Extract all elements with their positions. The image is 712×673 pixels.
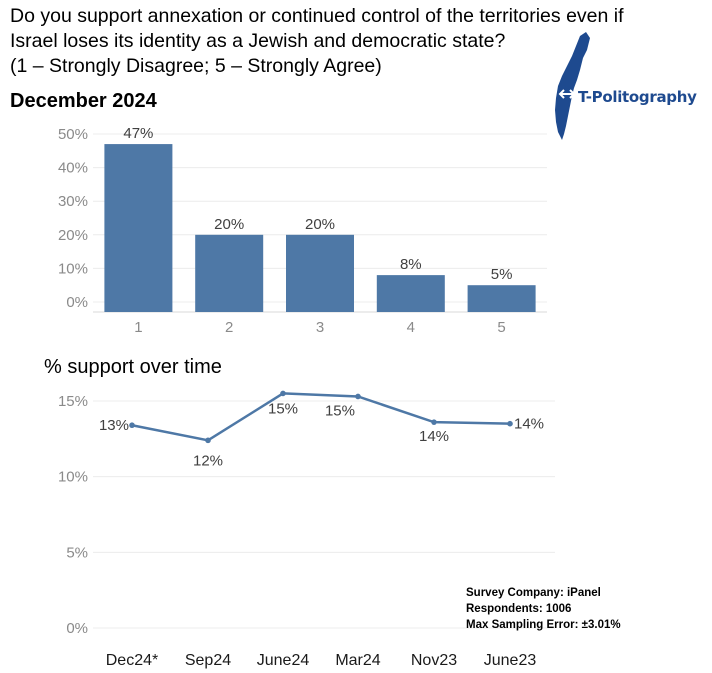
x-tick-label: 3: [316, 319, 324, 336]
title-line-3: (1 – Strongly Disagree; 5 – Strongly Agr…: [10, 55, 382, 77]
data-label: 12%: [193, 452, 223, 469]
data-label: 20%: [214, 216, 244, 233]
data-label: 14%: [419, 428, 449, 445]
y-tick-label: 5%: [66, 544, 88, 561]
series-point: [355, 393, 361, 400]
series-line: [131, 392, 511, 442]
y-tick-label: 20%: [58, 227, 88, 244]
bar: [104, 144, 173, 312]
data-label: 47%: [123, 125, 153, 142]
x-tick-label: Mar24: [335, 652, 380, 669]
x-tick-label: Nov23: [411, 652, 457, 669]
line-chart-title: % support over time: [44, 356, 222, 378]
data-label: 5%: [491, 266, 513, 283]
chart-title: Do you support annexation or continued c…: [10, 4, 624, 79]
y-tick-label: 15%: [58, 393, 88, 410]
x-tick-label: Sep24: [185, 652, 231, 669]
x-tick-label: June24: [257, 652, 310, 669]
data-label: 14%: [514, 416, 544, 433]
logo-text: T-Politography: [578, 88, 697, 106]
israel-map-logo-icon: [555, 32, 590, 140]
title-line-2: Israel loses its identity as a Jewish an…: [10, 30, 506, 52]
bar: [195, 234, 264, 312]
x-tick-label: 1: [134, 319, 142, 336]
data-label: 15%: [325, 402, 355, 419]
data-label: 8%: [400, 256, 422, 273]
series-point: [129, 422, 135, 429]
survey-notes: Survey Company: iPanel Respondents: 1006…: [466, 585, 621, 633]
series-point: [205, 437, 211, 444]
survey-error: Max Sampling Error: ±3.01%: [466, 619, 621, 631]
y-tick-label: 10%: [58, 469, 88, 486]
line-chart: 0% 5% 10% 15% 13% Dec24* 12% Sep24 15% June24 15% M…: [58, 390, 555, 669]
survey-respondents: Respondents: 1006: [466, 603, 572, 615]
survey-company: Survey Company: iPanel: [466, 587, 601, 599]
y-tick-label: 40%: [58, 160, 88, 177]
data-label: 15%: [268, 400, 298, 417]
x-tick-label: June23: [484, 652, 537, 669]
y-tick-label: 0%: [66, 620, 88, 637]
y-tick-label: 10%: [58, 260, 88, 277]
title-line-1: Do you support annexation or continued c…: [10, 5, 624, 27]
series-point: [431, 419, 437, 425]
x-tick-label: Dec24*: [106, 652, 158, 669]
bar: [467, 285, 536, 312]
y-tick-label: 0%: [66, 294, 88, 311]
y-tick-label: 50%: [58, 126, 88, 143]
chart-subtitle: December 2024: [10, 90, 157, 112]
data-label: 13%: [99, 417, 129, 434]
bar: [286, 234, 354, 312]
y-tick-label: 30%: [58, 193, 88, 210]
series-point: [507, 420, 513, 427]
data-label: 20%: [305, 216, 335, 233]
x-tick-label: 5: [497, 319, 505, 336]
bar-chart: 0% 10% 20% 30% 40% 50% 47% 1 20% 2 20% 3 8% 4 5% 5: [58, 125, 547, 336]
series-point: [280, 390, 286, 397]
x-tick-label: 4: [407, 319, 415, 336]
bar: [376, 275, 445, 312]
x-tick-label: 2: [225, 319, 233, 336]
